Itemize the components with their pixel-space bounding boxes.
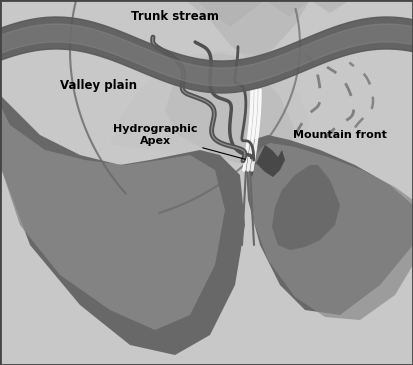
Polygon shape [165,53,295,165]
Text: Hydrographic
Apex: Hydrographic Apex [113,124,245,159]
Polygon shape [248,143,413,320]
Text: Mountain front: Mountain front [293,130,387,140]
Polygon shape [0,0,245,355]
Text: Valley plain: Valley plain [60,78,137,92]
Polygon shape [185,0,380,65]
Polygon shape [110,50,310,167]
Polygon shape [0,0,413,27]
Polygon shape [245,0,413,315]
Polygon shape [272,165,340,250]
Text: Trunk stream: Trunk stream [131,11,219,23]
Polygon shape [0,105,225,330]
Polygon shape [248,145,285,177]
